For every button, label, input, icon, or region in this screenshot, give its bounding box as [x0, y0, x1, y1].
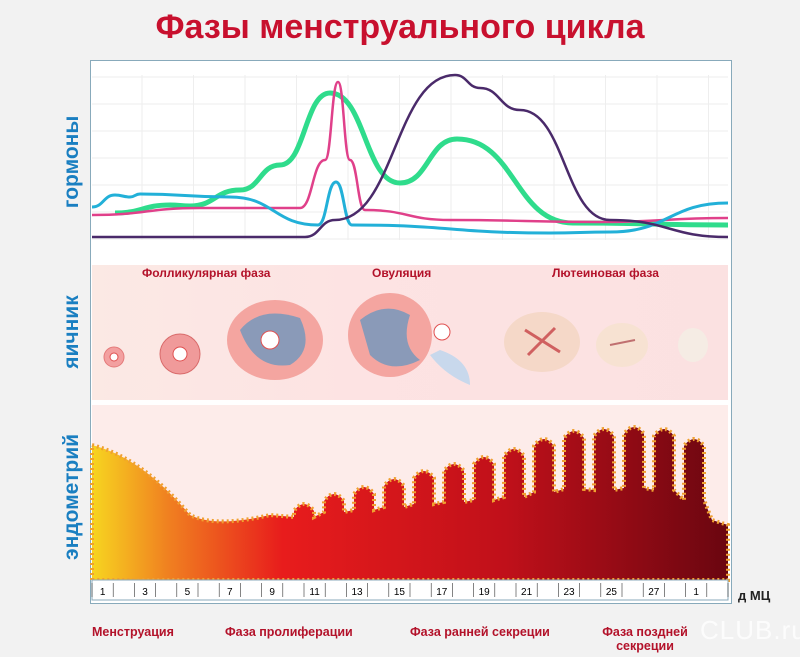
hormone-grid [92, 75, 728, 240]
day-label: 3 [142, 587, 148, 598]
page-title: Фазы менструального цикла [155, 8, 645, 46]
day-label: 21 [521, 587, 533, 598]
purple-hormone-curve [92, 73, 729, 239]
corpus-luteum-icon [596, 323, 648, 367]
day-ticks: 1 3 5 7 9 11 13 15 17 19 21 23 25 27 1 [91, 583, 729, 598]
day-label: 15 [394, 587, 406, 598]
phase-proliferation: Фаза пролиферации [225, 625, 353, 639]
axis-unit: д МЦ [738, 588, 771, 603]
day-label: 11 [309, 587, 320, 598]
day-label: 17 [436, 587, 448, 598]
day-label: 1 [693, 587, 699, 598]
phase-ovulation: Овуляция [372, 266, 432, 280]
day-label: 25 [606, 587, 618, 598]
phase-early-secretion: Фаза ранней секреции [410, 625, 550, 639]
corpus-albicans-icon [678, 328, 708, 362]
phase-menstruation: Менструация [92, 625, 174, 639]
day-label: 13 [351, 587, 363, 598]
day-label: 9 [269, 587, 275, 598]
day-label: 19 [479, 587, 491, 598]
phase-follicular: Фолликулярная фаза [142, 266, 271, 280]
day-label: 27 [648, 587, 660, 598]
endometrium-layer [90, 425, 730, 582]
phase-luteal: Лютеиновая фаза [552, 266, 659, 280]
day-label: 23 [563, 587, 575, 598]
day-label: 1 [100, 587, 106, 598]
ovary-follicles [103, 293, 708, 385]
phase-late-secretion: Фаза поздней секреции [602, 625, 688, 653]
pink-hormone-curve [91, 80, 729, 224]
day-label: 7 [227, 587, 233, 598]
green-hormone-curve [114, 90, 729, 228]
day-label: 5 [185, 587, 191, 598]
cyan-hormone-curve [91, 180, 729, 235]
watermark: CLUB.ru [700, 615, 800, 645]
